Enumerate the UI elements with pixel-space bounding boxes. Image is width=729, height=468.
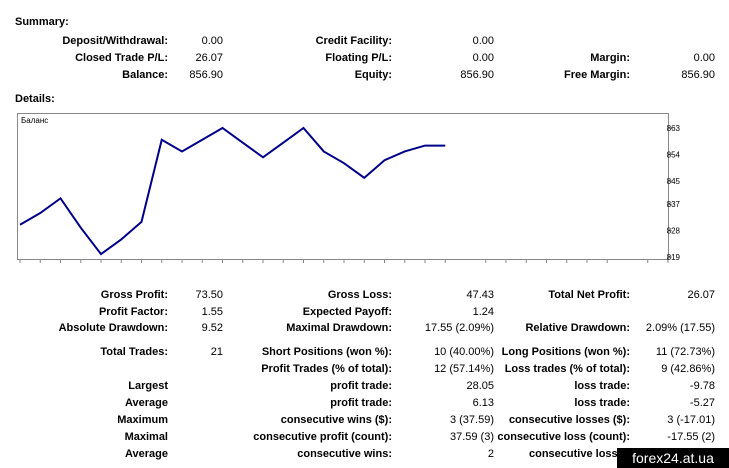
average-consecutive-label: Average	[124, 448, 168, 460]
relative-drawdown-label: Relative Drawdown:	[525, 322, 630, 334]
equity-value: 856.90	[460, 69, 494, 81]
short-positions-value: 10 (40.00%)	[434, 346, 494, 358]
relative-drawdown-value: 2.09% (17.55)	[645, 322, 715, 334]
loss-trades-label: Loss trades (% of total):	[504, 363, 630, 375]
plot-frame	[17, 113, 669, 260]
avg-consecutive-wins-value: 2	[487, 448, 494, 460]
closed-trade-pl-value: 26.07	[195, 52, 223, 64]
maximal-drawdown-value: 17.55 (2.09%)	[424, 322, 494, 334]
gross-loss-label: Gross Loss:	[327, 289, 392, 301]
maximal-label: Maximal	[124, 431, 168, 443]
average-profit-trade-label: profit trade:	[330, 397, 392, 409]
largest-profit-trade-label: profit trade:	[330, 380, 392, 392]
free-margin-value: 856.90	[681, 69, 715, 81]
expected-payoff-label: Expected Payoff:	[302, 306, 392, 318]
avg-consecutive-wins-label: consecutive wins:	[297, 448, 392, 460]
profit-trades-value: 12 (57.14%)	[434, 363, 494, 375]
balance-chart: Баланс 863 854 845 837 828 819 01234567891011…	[17, 113, 680, 265]
chart-title: Баланс	[21, 116, 48, 125]
maximum-label: Maximum	[117, 414, 168, 426]
watermark: forex24.at.ua	[617, 448, 729, 468]
y-tick-label: 863	[667, 124, 680, 133]
average-label: Average	[124, 397, 168, 409]
profit-trades-label: Profit Trades (% of total):	[261, 363, 392, 375]
total-net-profit-value: 26.07	[687, 289, 715, 301]
y-tick-label: 837	[667, 200, 680, 209]
summary-title: Summary:	[15, 16, 69, 28]
maximal-consecutive-profit-value: 37.59 (3)	[449, 431, 494, 443]
credit-facility-value: 0.00	[472, 35, 494, 47]
max-consecutive-losses-value: 3 (-17.01)	[667, 414, 715, 426]
free-margin-label: Free Margin:	[563, 69, 630, 81]
max-consecutive-wins-value: 3 (37.59)	[449, 414, 494, 426]
long-positions-value: 11 (72.73%)	[655, 346, 715, 358]
floating-pl-label: Floating P/L:	[325, 52, 392, 64]
maximal-consecutive-profit-label: consecutive profit (count):	[253, 431, 392, 443]
deposit-withdrawal-value: 0.00	[201, 35, 223, 47]
credit-facility-label: Credit Facility:	[315, 35, 392, 47]
closed-trade-pl-label: Closed Trade P/L:	[75, 52, 168, 64]
largest-profit-trade-value: 28.05	[466, 380, 494, 392]
gross-profit-label: Gross Profit:	[100, 289, 168, 301]
balance-value: 856.90	[189, 69, 223, 81]
maximal-consecutive-loss-label: consecutive loss (count):	[497, 431, 630, 443]
margin-value: 0.00	[693, 52, 715, 64]
y-axis: 863 854 845 837 828 819	[667, 124, 680, 262]
max-consecutive-losses-label: consecutive losses ($):	[508, 414, 630, 426]
total-trades-label: Total Trades:	[100, 346, 168, 358]
gross-profit-value: 73.50	[195, 289, 223, 301]
y-tick-label: 845	[667, 177, 680, 186]
avg-consecutive-losses-label: consecutive losses:	[529, 448, 634, 460]
floating-pl-value: 0.00	[472, 52, 494, 64]
deposit-withdrawal-label: Deposit/Withdrawal:	[62, 35, 168, 47]
long-positions-label: Long Positions (won %):	[501, 346, 630, 358]
total-net-profit-label: Total Net Profit:	[548, 289, 630, 301]
details-title: Details:	[15, 93, 55, 105]
max-consecutive-wins-label: consecutive wins ($):	[280, 414, 392, 426]
maximal-drawdown-label: Maximal Drawdown:	[286, 322, 392, 334]
maximal-consecutive-loss-value: -17.55 (2)	[667, 431, 715, 443]
profit-factor-value: 1.55	[201, 306, 223, 318]
largest-label: Largest	[128, 380, 168, 392]
margin-label: Margin:	[590, 52, 630, 64]
profit-factor-label: Profit Factor:	[98, 306, 168, 318]
loss-trades-value: 9 (42.86%)	[661, 363, 715, 375]
balance-chart-svg: Баланс 863 854 845 837 828 819 01234567891011…	[17, 113, 680, 263]
y-tick-label: 819	[667, 253, 680, 262]
average-loss-trade-label: loss trade:	[574, 397, 630, 409]
balance-label: Balance:	[122, 69, 168, 81]
x-axis: 0123456789101112131415161718192021232425…	[19, 260, 669, 263]
short-positions-label: Short Positions (won %):	[261, 346, 392, 358]
y-tick-label: 828	[667, 227, 680, 236]
expected-payoff-value: 1.24	[472, 306, 494, 318]
gross-loss-value: 47.43	[466, 289, 494, 301]
average-loss-trade-value: -5.27	[689, 397, 715, 409]
average-profit-trade-value: 6.13	[472, 397, 494, 409]
total-trades-value: 21	[210, 346, 223, 358]
equity-label: Equity:	[354, 69, 392, 81]
absolute-drawdown-value: 9.52	[201, 322, 223, 334]
balance-series-line	[19, 126, 446, 256]
largest-loss-trade-label: loss trade:	[574, 380, 630, 392]
largest-loss-trade-value: -9.78	[689, 380, 715, 392]
absolute-drawdown-label: Absolute Drawdown:	[58, 322, 168, 334]
y-tick-label: 854	[667, 150, 680, 159]
